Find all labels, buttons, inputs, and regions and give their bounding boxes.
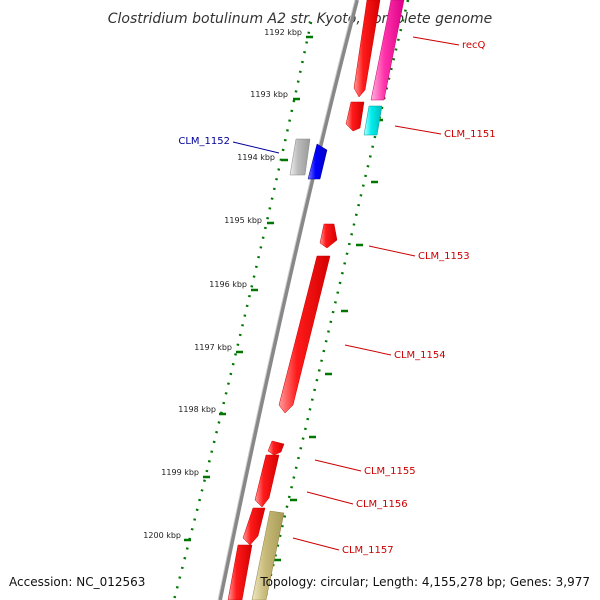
footer: Accession: NC_012563 Topology: circular;… <box>9 575 590 589</box>
gene-clm-1151[interactable] <box>345 101 365 132</box>
tick-label-1200: 1200 kbp <box>143 531 181 540</box>
gene-recq[interactable] <box>353 0 381 98</box>
feature-cyan[interactable] <box>363 105 383 136</box>
gene-clm-1156[interactable] <box>254 454 280 508</box>
tick-label-1194: 1194 kbp <box>237 153 275 162</box>
gene-label-clm-1154[interactable]: CLM_1154 <box>394 350 446 361</box>
tick-label-1198: 1198 kbp <box>178 405 216 414</box>
gene-label-clm-1152[interactable]: CLM_1152 <box>178 136 230 147</box>
gene-clm-1157[interactable] <box>242 507 266 546</box>
tick-label-1197: 1197 kbp <box>194 343 232 352</box>
tick-label-1192: 1192 kbp <box>264 28 302 37</box>
outer-major-ticks <box>274 118 383 562</box>
gene-clm-1152-grey[interactable] <box>289 138 311 176</box>
feature-khaki[interactable] <box>251 510 285 600</box>
feature-magenta[interactable] <box>370 0 405 101</box>
ruler-tick-labels: 1192 kbp 1193 kbp 1194 kbp 1195 kbp 1196… <box>143 28 302 540</box>
ruler-major-ticks <box>184 35 313 542</box>
gene-labels: recQ CLM_1151 CLM_1152 CLM_1153 CLM_1154… <box>178 40 495 556</box>
gene-label-clm-1151[interactable]: CLM_1151 <box>444 129 496 140</box>
gene-label-clm-1157[interactable]: CLM_1157 <box>342 545 394 556</box>
tick-label-1193: 1193 kbp <box>250 90 288 99</box>
tick-label-1196: 1196 kbp <box>209 280 247 289</box>
gene-clm-1152-blue[interactable] <box>307 143 328 180</box>
ruler-ticks <box>172 21 313 600</box>
gene-clm-1155[interactable] <box>267 440 285 456</box>
gene-bottom-red[interactable] <box>227 544 253 600</box>
map-title: Clostridium botulinum A2 str. Kyoto, com… <box>108 11 493 27</box>
gene-features <box>227 0 405 600</box>
accession-text: Accession: NC_012563 <box>9 575 145 589</box>
gene-label-clm-1153[interactable]: CLM_1153 <box>418 251 470 262</box>
gene-label-clm-1155[interactable]: CLM_1155 <box>364 466 416 477</box>
tick-label-1199: 1199 kbp <box>161 468 199 477</box>
label-leader-lines <box>232 36 460 551</box>
genome-backbone <box>217 0 359 600</box>
outer-dotted-line <box>263 0 410 600</box>
gene-label-recq[interactable]: recQ <box>462 40 486 51</box>
gene-label-clm-1156[interactable]: CLM_1156 <box>356 499 408 510</box>
outer-track <box>263 0 410 600</box>
ruler-dotted-line <box>172 21 313 600</box>
genome-summary-text: Topology: circular; Length: 4,155,278 bp… <box>259 575 590 589</box>
gene-clm-1154[interactable] <box>278 255 331 414</box>
gene-clm-1153[interactable] <box>319 223 338 249</box>
tick-label-1195: 1195 kbp <box>224 216 262 225</box>
